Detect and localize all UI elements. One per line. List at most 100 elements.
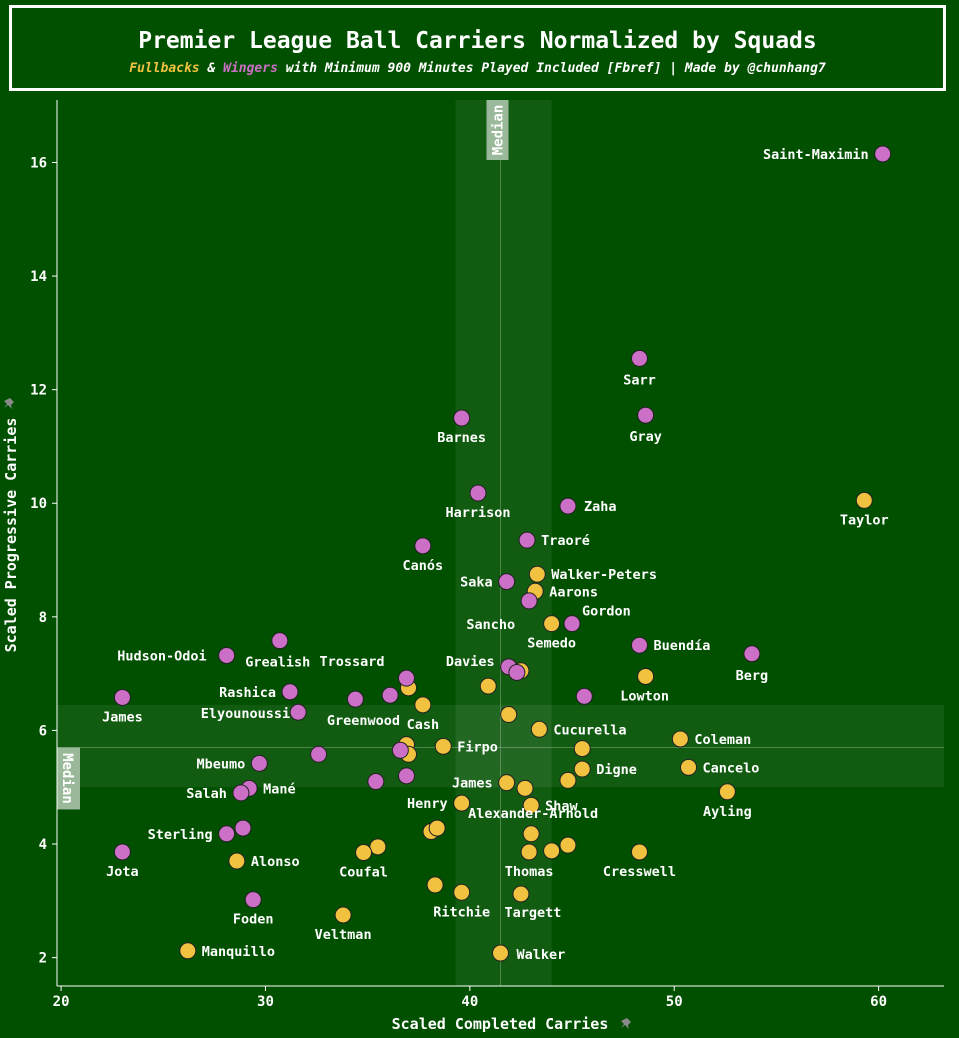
point-winger bbox=[508, 663, 526, 681]
data-label: Ayling bbox=[703, 804, 752, 820]
data-label: Henry bbox=[407, 796, 448, 812]
point-fullback bbox=[718, 783, 736, 801]
y-tick-label: 12 bbox=[30, 383, 47, 399]
point-winger bbox=[874, 145, 892, 163]
point-fullback bbox=[498, 774, 516, 792]
chart-subtitle: Fullbacks & Wingers with Minimum 900 Min… bbox=[12, 61, 943, 76]
point-fullback bbox=[426, 876, 444, 894]
point-fullback bbox=[434, 737, 452, 755]
x-axis-title: Scaled Completed Carries bbox=[392, 1015, 609, 1033]
point-winger bbox=[310, 745, 328, 763]
data-label: Greenwood bbox=[327, 713, 400, 729]
point-winger bbox=[367, 773, 385, 791]
point-winger bbox=[559, 497, 577, 515]
point-fullback bbox=[543, 842, 561, 860]
point-winger bbox=[218, 646, 236, 664]
data-label: Mbeumo bbox=[197, 756, 246, 772]
point-winger bbox=[391, 741, 409, 759]
point-fullback bbox=[680, 758, 698, 776]
point-fullback bbox=[855, 491, 873, 509]
data-label: Davies bbox=[446, 654, 495, 670]
point-winger bbox=[520, 592, 538, 610]
median-x-label-box bbox=[486, 100, 509, 160]
data-label: Trossard bbox=[319, 654, 384, 670]
point-fullback bbox=[573, 740, 591, 758]
point-fullback bbox=[228, 852, 246, 870]
point-winger bbox=[414, 537, 432, 555]
point-fullback bbox=[530, 720, 548, 738]
median-x-label: Median bbox=[491, 105, 507, 156]
data-label: Foden bbox=[233, 912, 274, 928]
point-winger bbox=[498, 573, 516, 591]
point-fullback bbox=[512, 885, 530, 903]
title-box: Premier League Ball Carriers Normalized … bbox=[9, 5, 946, 91]
point-winger bbox=[637, 406, 655, 424]
point-winger bbox=[232, 784, 250, 802]
y-axis-title: Scaled Progressive Carries bbox=[2, 418, 20, 653]
data-label: Alonso bbox=[251, 854, 300, 870]
data-label: Firpo bbox=[457, 739, 498, 755]
point-fullback bbox=[573, 760, 591, 778]
data-label: Semedo bbox=[527, 636, 576, 652]
point-winger bbox=[218, 825, 236, 843]
point-winger bbox=[397, 669, 415, 687]
point-winger bbox=[630, 636, 648, 654]
data-label: Sarr bbox=[623, 372, 656, 388]
data-label: Ritchie bbox=[433, 904, 490, 920]
data-label: Taylor bbox=[840, 512, 889, 528]
data-label: Coleman bbox=[694, 732, 751, 748]
data-label: James bbox=[102, 709, 143, 725]
data-label: Cresswell bbox=[603, 864, 676, 880]
point-fullback bbox=[528, 565, 546, 583]
point-winger bbox=[469, 484, 487, 502]
median-bands: Median Median bbox=[57, 100, 944, 986]
data-label: Targett bbox=[504, 905, 561, 921]
data-label: Saint-Maximin bbox=[763, 147, 869, 163]
pin-icon-x bbox=[621, 1018, 631, 1029]
point-fullback bbox=[369, 838, 387, 856]
point-winger bbox=[113, 843, 131, 861]
point-fullback bbox=[179, 942, 197, 960]
data-label: Buendía bbox=[653, 638, 710, 654]
point-winger bbox=[453, 409, 471, 427]
x-tick-label: 60 bbox=[870, 994, 887, 1010]
point-winger bbox=[630, 349, 648, 367]
data-label: Cancelo bbox=[703, 760, 760, 776]
point-winger bbox=[281, 683, 299, 701]
data-label: Barnes bbox=[437, 430, 486, 446]
point-fullback bbox=[428, 819, 446, 837]
point-fullback bbox=[334, 906, 352, 924]
data-label: Mané bbox=[263, 781, 296, 797]
y-tick-label: 6 bbox=[39, 723, 47, 739]
data-label: Veltman bbox=[315, 927, 372, 943]
subtitle-fullbacks: Fullbacks bbox=[129, 61, 200, 76]
point-fullback bbox=[479, 677, 497, 695]
point-winger bbox=[234, 819, 252, 837]
data-label: Grealish bbox=[245, 655, 310, 671]
point-winger bbox=[346, 690, 364, 708]
y-tick-label: 2 bbox=[39, 951, 47, 967]
point-winger bbox=[575, 687, 593, 705]
data-label: Cucurella bbox=[553, 722, 626, 738]
data-points bbox=[113, 145, 892, 962]
point-fullback bbox=[492, 944, 509, 962]
data-label: Alexander-Arnold bbox=[468, 806, 598, 822]
point-fullback bbox=[522, 825, 540, 843]
y-tick-label: 16 bbox=[30, 155, 47, 171]
median-y-label-box bbox=[57, 747, 80, 810]
data-label: Manquillo bbox=[202, 944, 275, 960]
data-label: Berg bbox=[736, 668, 769, 684]
point-winger bbox=[518, 531, 536, 549]
subtitle-wingers: Wingers bbox=[223, 61, 278, 76]
data-label: Aarons bbox=[549, 584, 598, 600]
point-fullback bbox=[671, 730, 689, 748]
y-tick-label: 8 bbox=[39, 610, 47, 626]
point-fullback bbox=[630, 843, 648, 861]
data-label: Cash bbox=[407, 717, 440, 733]
point-winger bbox=[289, 703, 307, 721]
chart-title: Premier League Ball Carriers Normalized … bbox=[138, 28, 817, 54]
data-label: Rashica bbox=[219, 685, 276, 701]
data-label: Zaha bbox=[584, 499, 617, 515]
data-label: Elyounoussi bbox=[201, 706, 290, 722]
